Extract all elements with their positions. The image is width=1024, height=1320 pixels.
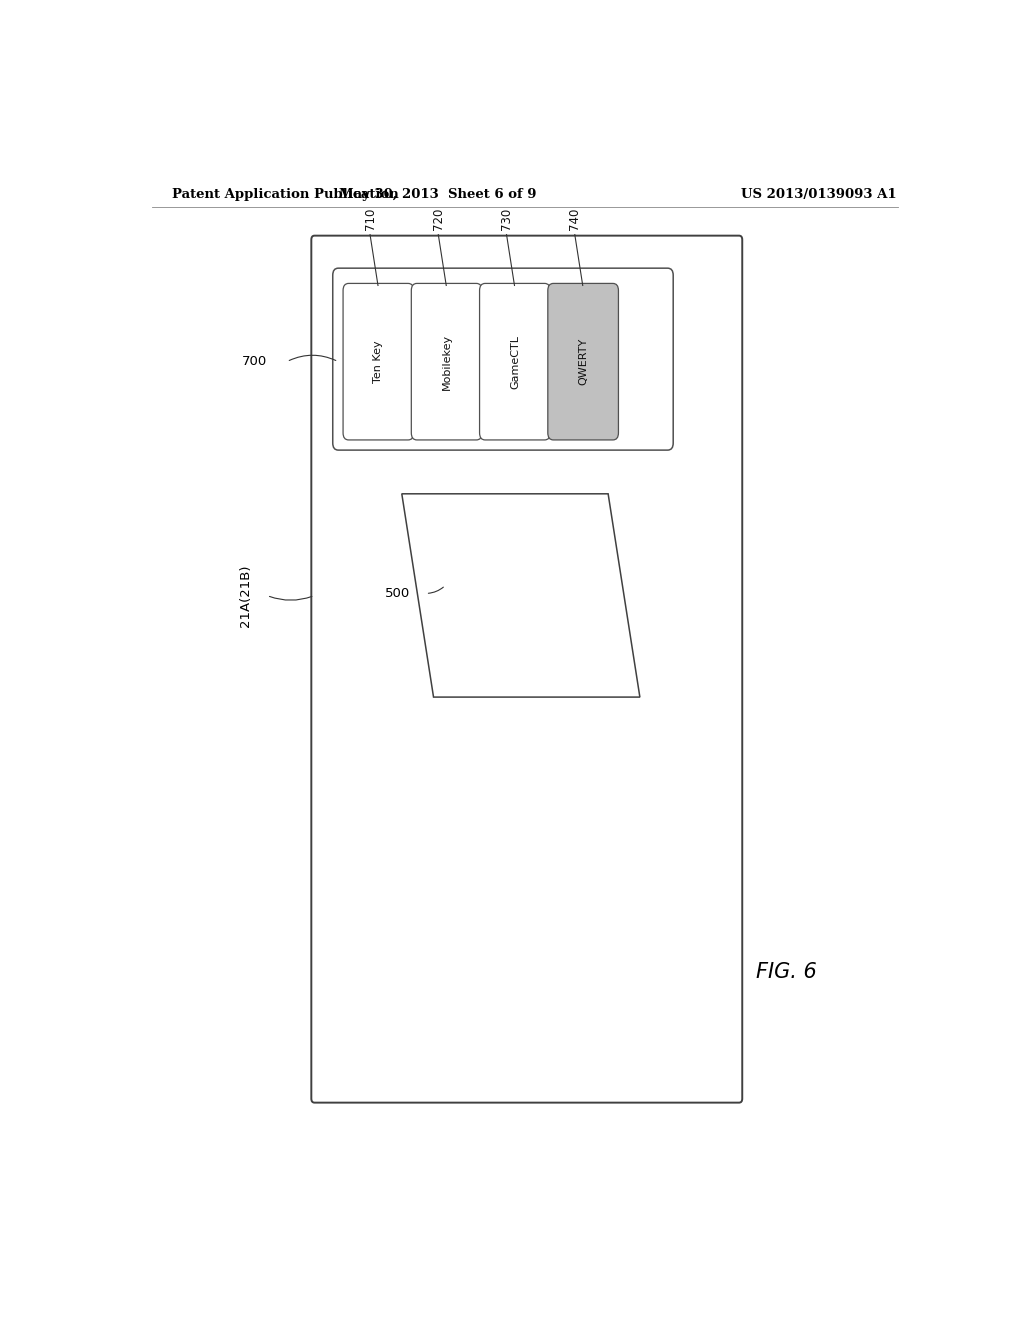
FancyBboxPatch shape <box>548 284 618 440</box>
Text: May 30, 2013  Sheet 6 of 9: May 30, 2013 Sheet 6 of 9 <box>339 189 537 202</box>
Text: Patent Application Publication: Patent Application Publication <box>172 189 398 202</box>
Text: QWERTY: QWERTY <box>579 338 588 385</box>
Text: FIG. 6: FIG. 6 <box>757 961 817 982</box>
Text: Ten Key: Ten Key <box>374 341 383 383</box>
Text: US 2013/0139093 A1: US 2013/0139093 A1 <box>740 189 896 202</box>
Text: 710: 710 <box>364 207 377 230</box>
FancyBboxPatch shape <box>479 284 550 440</box>
Text: GameCTL: GameCTL <box>510 335 520 388</box>
Text: 730: 730 <box>500 207 513 230</box>
Text: 740: 740 <box>568 207 582 230</box>
Text: 500: 500 <box>384 587 410 599</box>
Text: 720: 720 <box>432 207 444 230</box>
FancyBboxPatch shape <box>412 284 482 440</box>
FancyBboxPatch shape <box>311 236 742 1102</box>
Text: 21A(21B): 21A(21B) <box>239 564 252 627</box>
FancyBboxPatch shape <box>343 284 414 440</box>
Polygon shape <box>401 494 640 697</box>
Text: 700: 700 <box>242 355 267 368</box>
Text: Mobilekey: Mobilekey <box>441 334 452 389</box>
FancyBboxPatch shape <box>333 268 673 450</box>
